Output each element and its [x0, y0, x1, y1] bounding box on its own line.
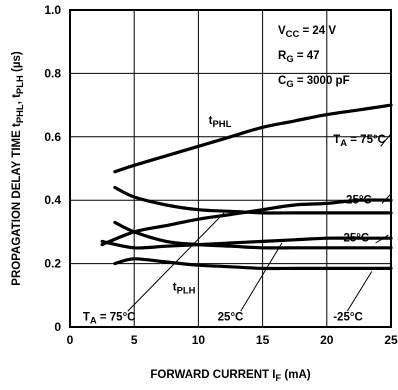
curve-annotation: 25°C: [346, 194, 372, 206]
x-tick-label: 25: [384, 333, 398, 347]
curve-annotation: tPLH: [173, 282, 196, 296]
test-condition-label: VCC = 24 V: [278, 25, 336, 39]
curve-annotation: -25°C: [333, 312, 363, 324]
series-line: [113, 220, 393, 250]
y-tick-label: 0.8: [44, 66, 61, 80]
y-tick-label: 0.6: [44, 130, 61, 144]
series-line: [113, 257, 393, 271]
series-line: [100, 236, 393, 250]
leader-line: [381, 193, 392, 204]
curve-annotation: 25°C: [218, 312, 244, 324]
series-line: [100, 198, 393, 247]
x-tick-label: 15: [256, 333, 270, 347]
curve-annotation: -25°C: [340, 232, 370, 244]
leader-line: [240, 242, 283, 312]
curve-annotation: TA = 75°C: [83, 312, 136, 326]
x-axis-title: FORWARD CURRENT IF (mA): [150, 369, 310, 383]
leader-line: [380, 133, 392, 147]
plot-frame: [69, 9, 392, 328]
test-condition-label: CG = 3000 pF: [278, 75, 350, 89]
leader-line: [127, 212, 225, 312]
leader-line: [346, 271, 373, 312]
x-tick-label: 5: [131, 333, 138, 347]
y-tick-label: 0: [54, 320, 61, 334]
x-tick-label: 10: [192, 333, 206, 347]
y-axis-title: PROPAGATION DELAY TIME tPHL, tPLH (µs): [11, 51, 25, 286]
series-line: [113, 103, 393, 174]
test-condition-label: RG = 47: [278, 50, 320, 64]
curve-annotation: tPHL: [209, 115, 232, 129]
leader-line: [375, 234, 389, 244]
y-tick-label: 0.2: [44, 257, 61, 271]
y-tick-label: 0.4: [44, 193, 61, 207]
x-tick-label: 20: [320, 333, 334, 347]
y-tick-label: 1.0: [44, 3, 61, 17]
curve-annotation: TA = 75°C: [333, 134, 386, 148]
x-tick-label: 0: [67, 333, 74, 347]
